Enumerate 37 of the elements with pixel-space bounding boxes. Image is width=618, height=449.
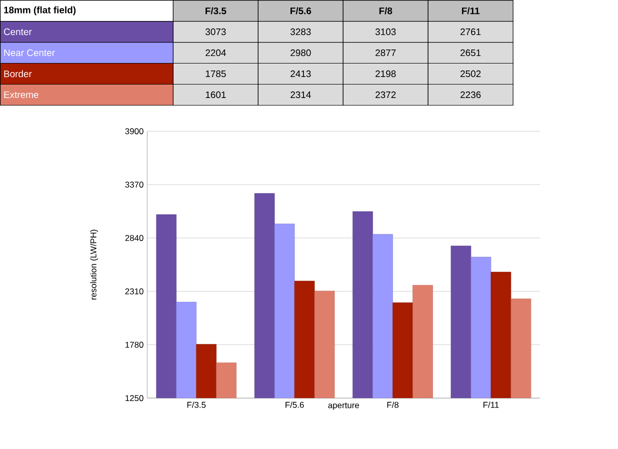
data-label: 2236 [460,91,481,98]
data-label: 2502 [460,70,481,78]
data-label: 2314 [290,91,311,98]
data-label: 3283 [290,28,311,36]
category-label: F/5.6 [290,7,312,14]
y-tick-label: 3900 [125,128,144,134]
data-label: 2204 [206,49,226,56]
text: Extreme [4,91,38,98]
x-tick-label: F/3.5 [187,402,206,408]
y-axis-title: resolution (LW/PH) [90,230,98,300]
y-tick-label: 3370 [125,182,144,188]
data-label: 3073 [206,28,226,36]
data-label: 2413 [290,70,311,78]
data-label: 2651 [460,49,481,56]
text: Border [4,70,32,78]
data-label: 1785 [206,70,226,78]
x-tick-label: F/8 [387,402,398,408]
data-label: 2372 [376,91,396,98]
y-tick-label: 1250 [126,395,144,402]
text: Near Center [4,49,55,56]
category-label: F/11 [462,7,480,14]
text: Center [4,28,32,36]
data-label: 2980 [290,49,311,56]
data-label: 2877 [376,49,396,56]
category-label: F/8 [379,7,392,14]
text: 18mm (flat field) [4,6,76,16]
data-label: 1601 [206,91,226,98]
data-label: 2198 [376,70,396,78]
data-label: 2761 [460,28,481,36]
category-label: F/3.5 [206,7,226,14]
data-label: 3103 [375,28,396,36]
x-axis-title: aperture [328,402,360,410]
y-tick-label: 2840 [125,234,144,241]
y-tick-label: 2310 [125,288,144,294]
x-tick-label: F/11 [483,402,499,408]
y-tick-label: 1780 [126,342,144,348]
x-tick-label: F/5.6 [286,402,304,408]
